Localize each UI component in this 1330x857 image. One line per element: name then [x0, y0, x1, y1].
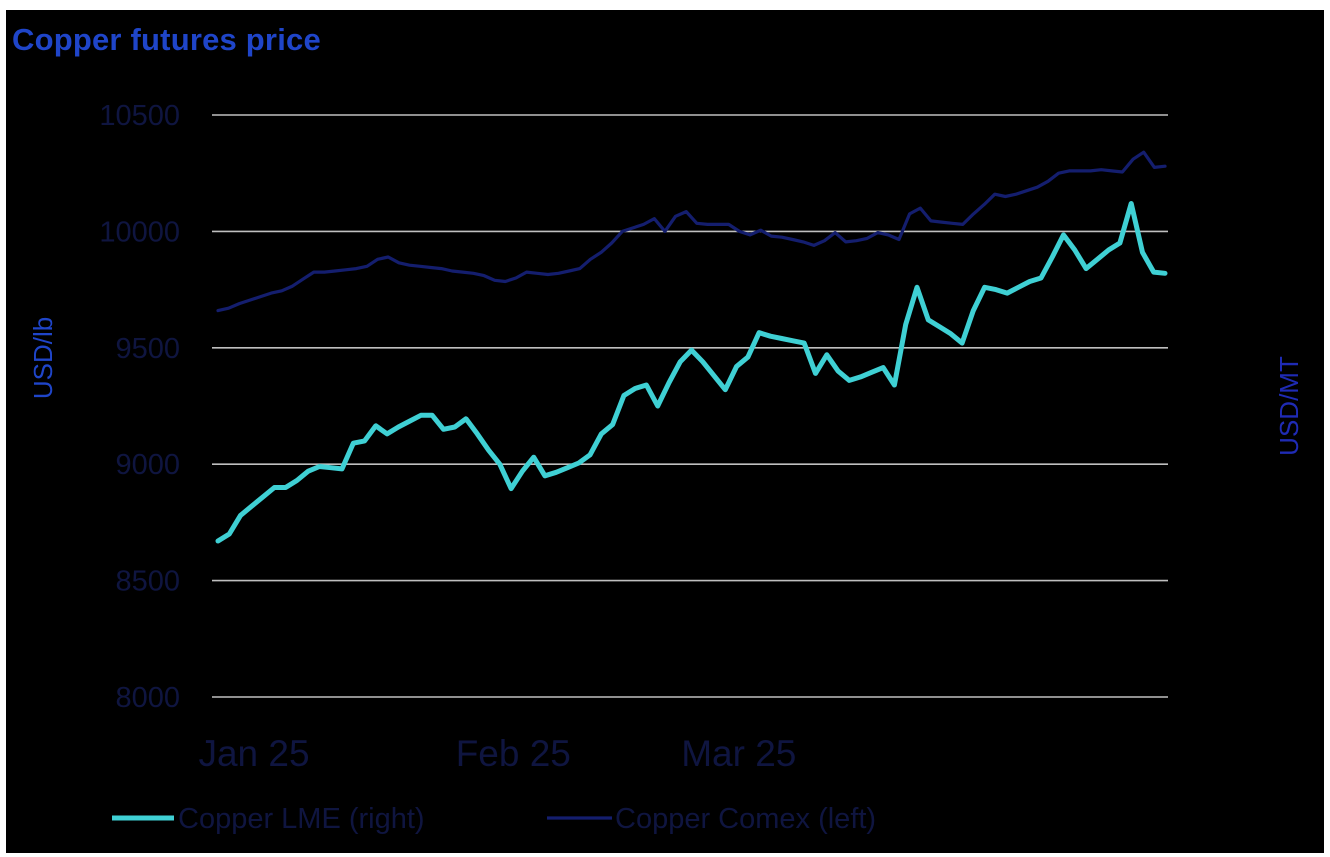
- series-line-copper-lme: [215, 201, 1168, 544]
- y-tick-label: 10000: [99, 216, 180, 248]
- legend: Copper LME (right) Copper Comex (left): [112, 803, 876, 835]
- x-axis-ticks: Jan 25 Feb 25 Mar 25: [198, 733, 796, 774]
- y-axis-label-left: USD/lb: [28, 317, 58, 399]
- chart-title: Copper futures price: [12, 22, 321, 57]
- series-lines: [215, 150, 1168, 544]
- y-tick-label: 8500: [115, 566, 180, 598]
- y-axis-ticks: 10500 10000 9500 9000 8500 8000: [99, 100, 180, 714]
- y-tick-label: 10500: [99, 100, 180, 132]
- y-tick-label: 8000: [115, 682, 180, 714]
- x-tick-label: Feb 25: [456, 733, 571, 774]
- x-tick-label: Jan 25: [198, 733, 309, 774]
- legend-label: Copper LME (right): [178, 803, 425, 835]
- chart-panel: [6, 10, 1324, 853]
- x-tick-label: Mar 25: [681, 733, 796, 774]
- y-axis-label-right: USD/MT: [1274, 356, 1304, 456]
- series-line-copper-comex: [216, 150, 1167, 313]
- gridlines: [212, 114, 1168, 698]
- legend-label: Copper Comex (left): [615, 803, 876, 835]
- y-tick-label: 9500: [115, 333, 180, 365]
- y-tick-label: 9000: [115, 449, 180, 481]
